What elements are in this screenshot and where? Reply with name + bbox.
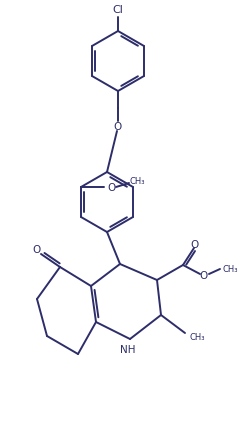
Text: O: O <box>32 244 40 254</box>
Text: O: O <box>200 270 208 280</box>
Text: O: O <box>114 122 122 132</box>
Text: CH₃: CH₃ <box>189 332 205 341</box>
Text: CH₃: CH₃ <box>222 265 238 274</box>
Text: O: O <box>107 183 115 193</box>
Text: CH₃: CH₃ <box>129 176 145 185</box>
Text: Cl: Cl <box>113 5 124 15</box>
Text: O: O <box>191 240 199 249</box>
Text: NH: NH <box>120 344 136 354</box>
